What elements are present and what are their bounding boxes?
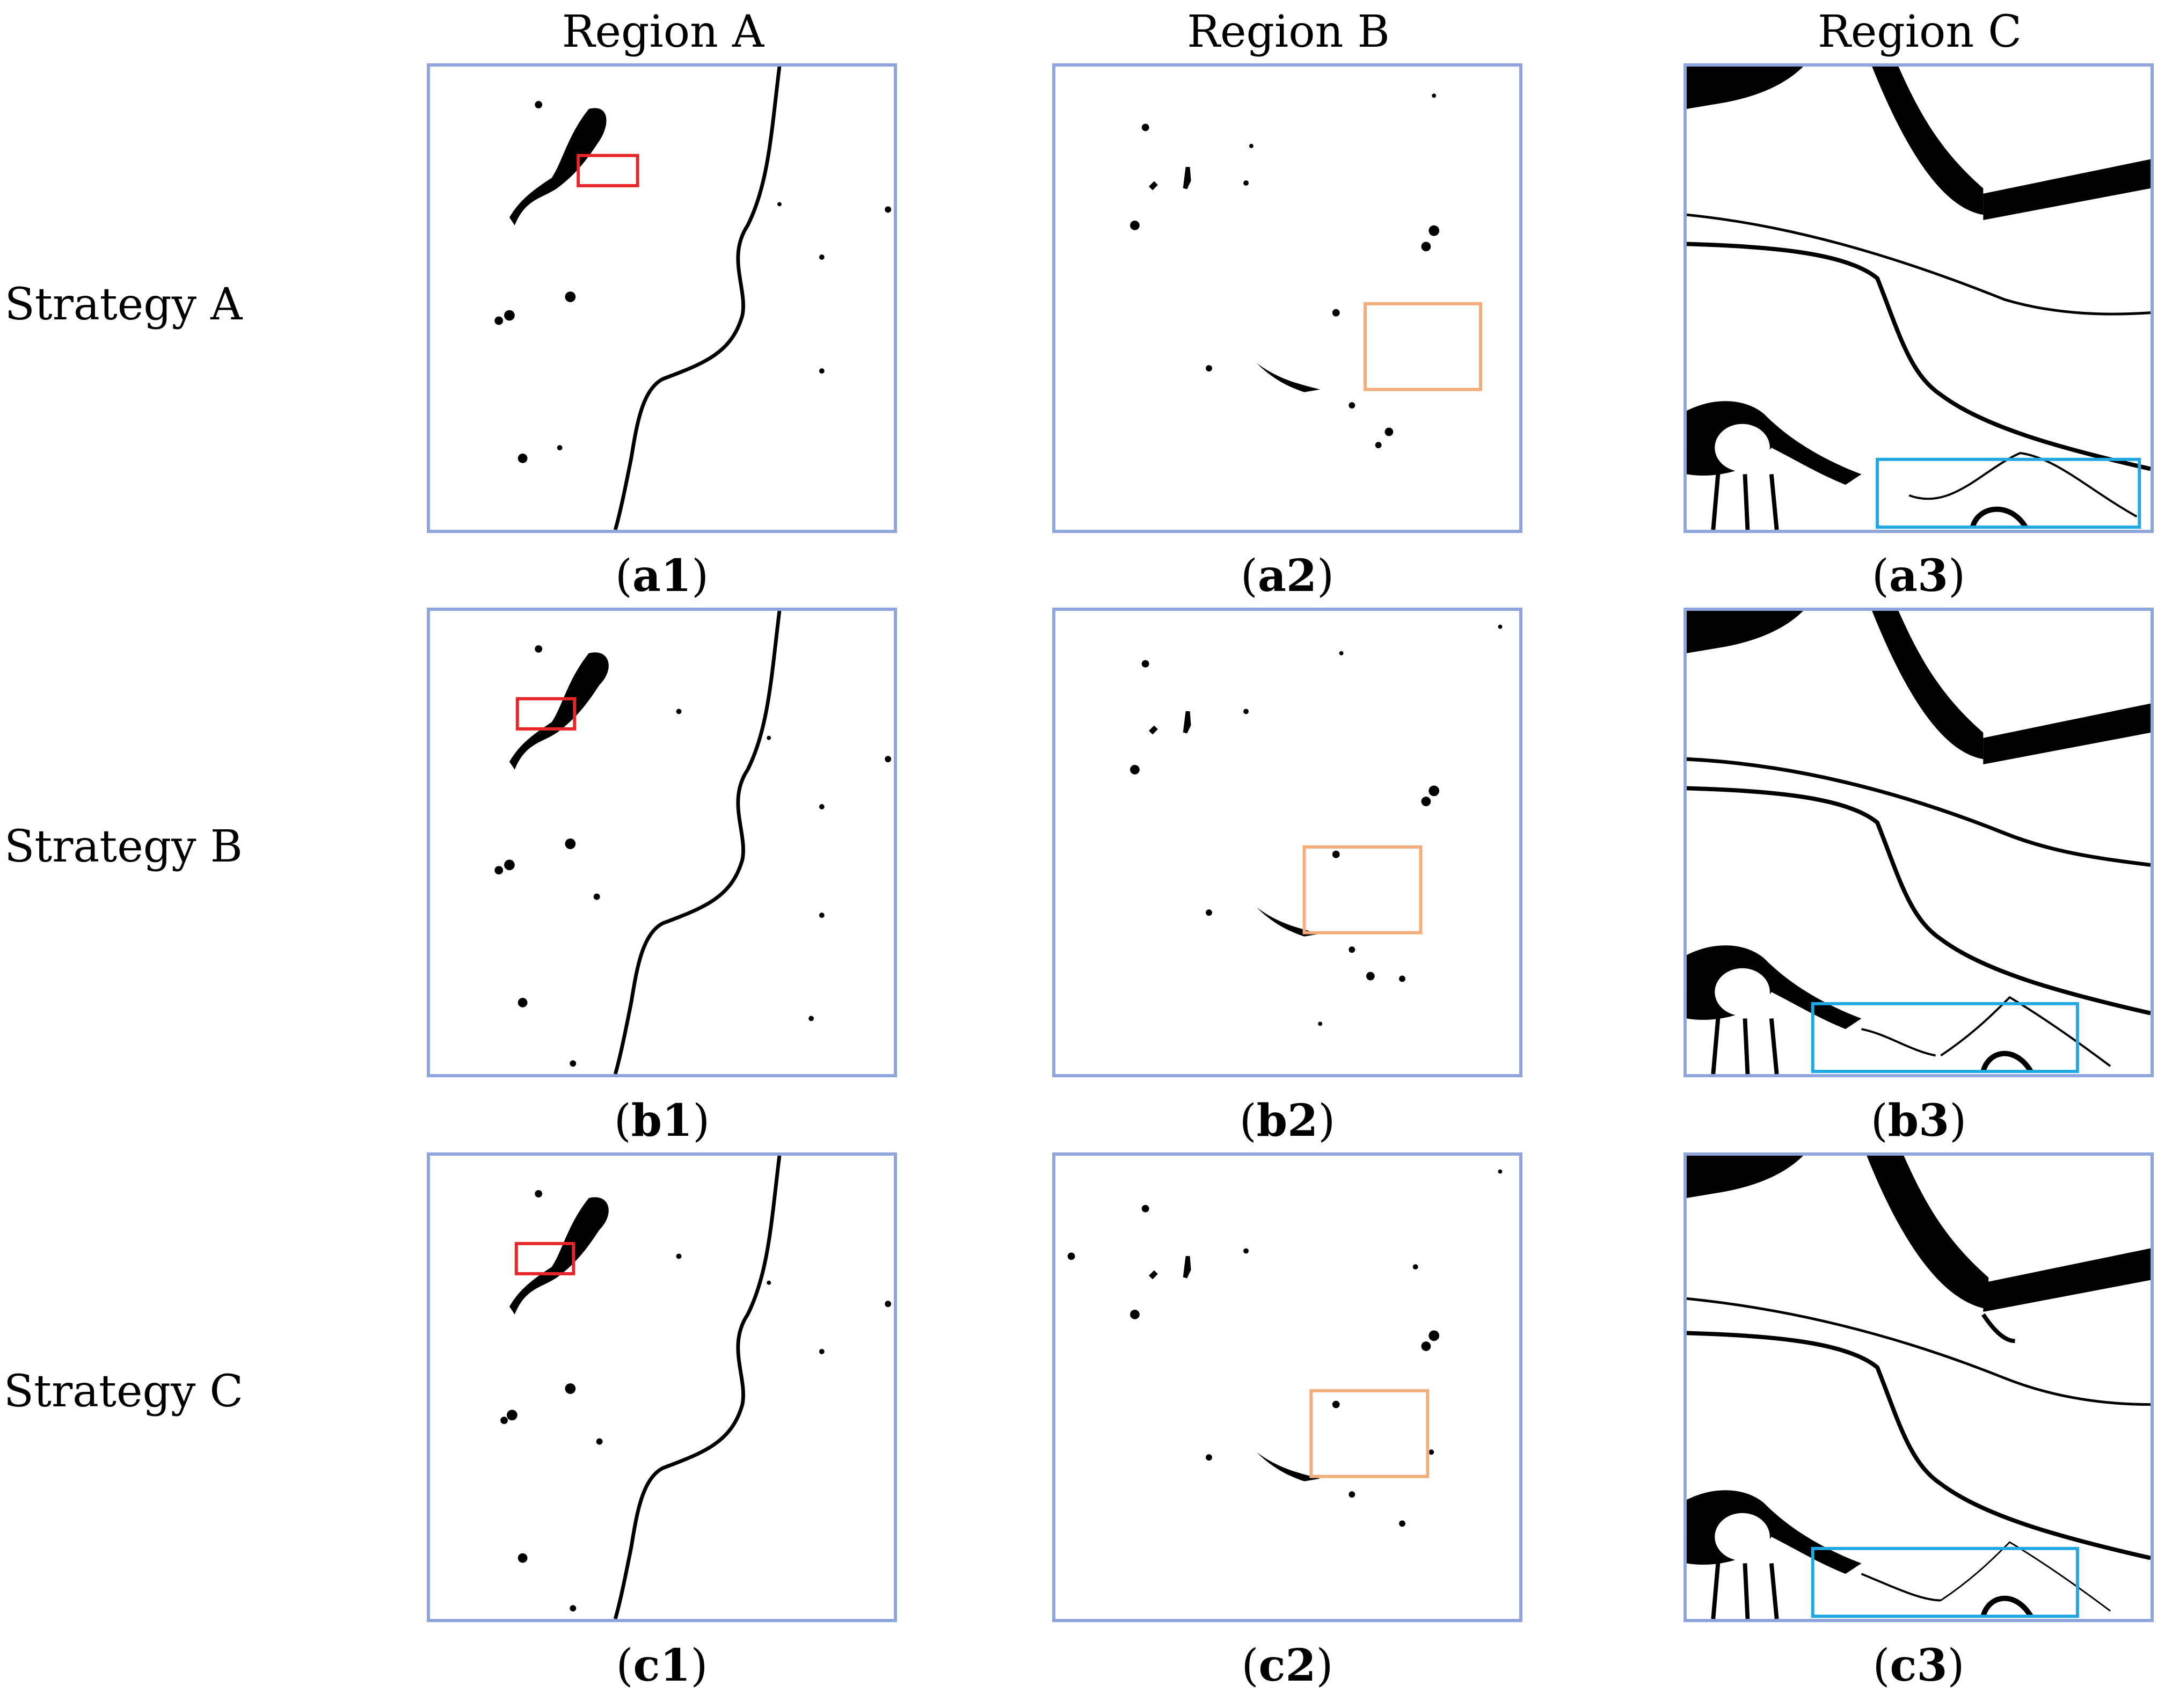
row-label-strategy-b: Strategy B (4, 821, 243, 872)
panel-b1 (427, 608, 897, 1077)
highlight-box-b3 (1811, 1002, 2079, 1074)
highlight-box-a3 (1876, 457, 2141, 529)
panel-b3 (1683, 608, 2154, 1077)
highlight-box-b2 (1302, 845, 1423, 935)
highlight-box-c1 (514, 1242, 575, 1275)
water-map-c3 (1687, 1156, 2151, 1619)
water-map-a2 (1130, 93, 1482, 449)
caption-c1: (c1) (616, 1640, 708, 1691)
highlight-box-a2 (1364, 302, 1482, 391)
caption-b3: (b3) (1870, 1095, 1967, 1147)
highlight-box-c2 (1309, 1389, 1430, 1478)
caption-c2: (c2) (1241, 1640, 1333, 1691)
water-map-b1 (494, 611, 892, 1074)
panel-c1 (427, 1152, 897, 1622)
caption-b2: (b2) (1239, 1095, 1336, 1147)
row-label-strategy-a: Strategy A (4, 279, 243, 330)
panel-a3 (1683, 63, 2154, 533)
column-header-region-a: Region A (562, 6, 764, 57)
water-map-c1 (500, 1156, 892, 1619)
water-map-c2 (1067, 1169, 1503, 1527)
caption-c3: (c3) (1872, 1640, 1965, 1691)
caption-b1: (b1) (614, 1095, 710, 1147)
caption-a1: (a1) (615, 550, 709, 602)
water-map-b3 (1687, 611, 2151, 1074)
caption-a2: (a2) (1240, 550, 1335, 602)
highlight-box-b1 (515, 697, 577, 731)
panel-a2 (1052, 63, 1522, 533)
panel-b2 (1052, 608, 1522, 1077)
panel-c3 (1683, 1152, 2154, 1622)
highlight-box-c3 (1811, 1546, 2079, 1618)
panel-c2 (1052, 1152, 1522, 1622)
column-header-region-b: Region B (1187, 6, 1390, 57)
row-label-strategy-c: Strategy C (3, 1366, 244, 1417)
highlight-box-a1 (577, 154, 639, 187)
water-map-a3 (1687, 67, 2151, 530)
column-header-region-c: Region C (1818, 6, 2022, 57)
water-map-a1 (494, 67, 892, 530)
panel-a1 (427, 63, 897, 533)
water-map-b2 (1130, 624, 1503, 1026)
caption-a3: (a3) (1871, 550, 1966, 602)
